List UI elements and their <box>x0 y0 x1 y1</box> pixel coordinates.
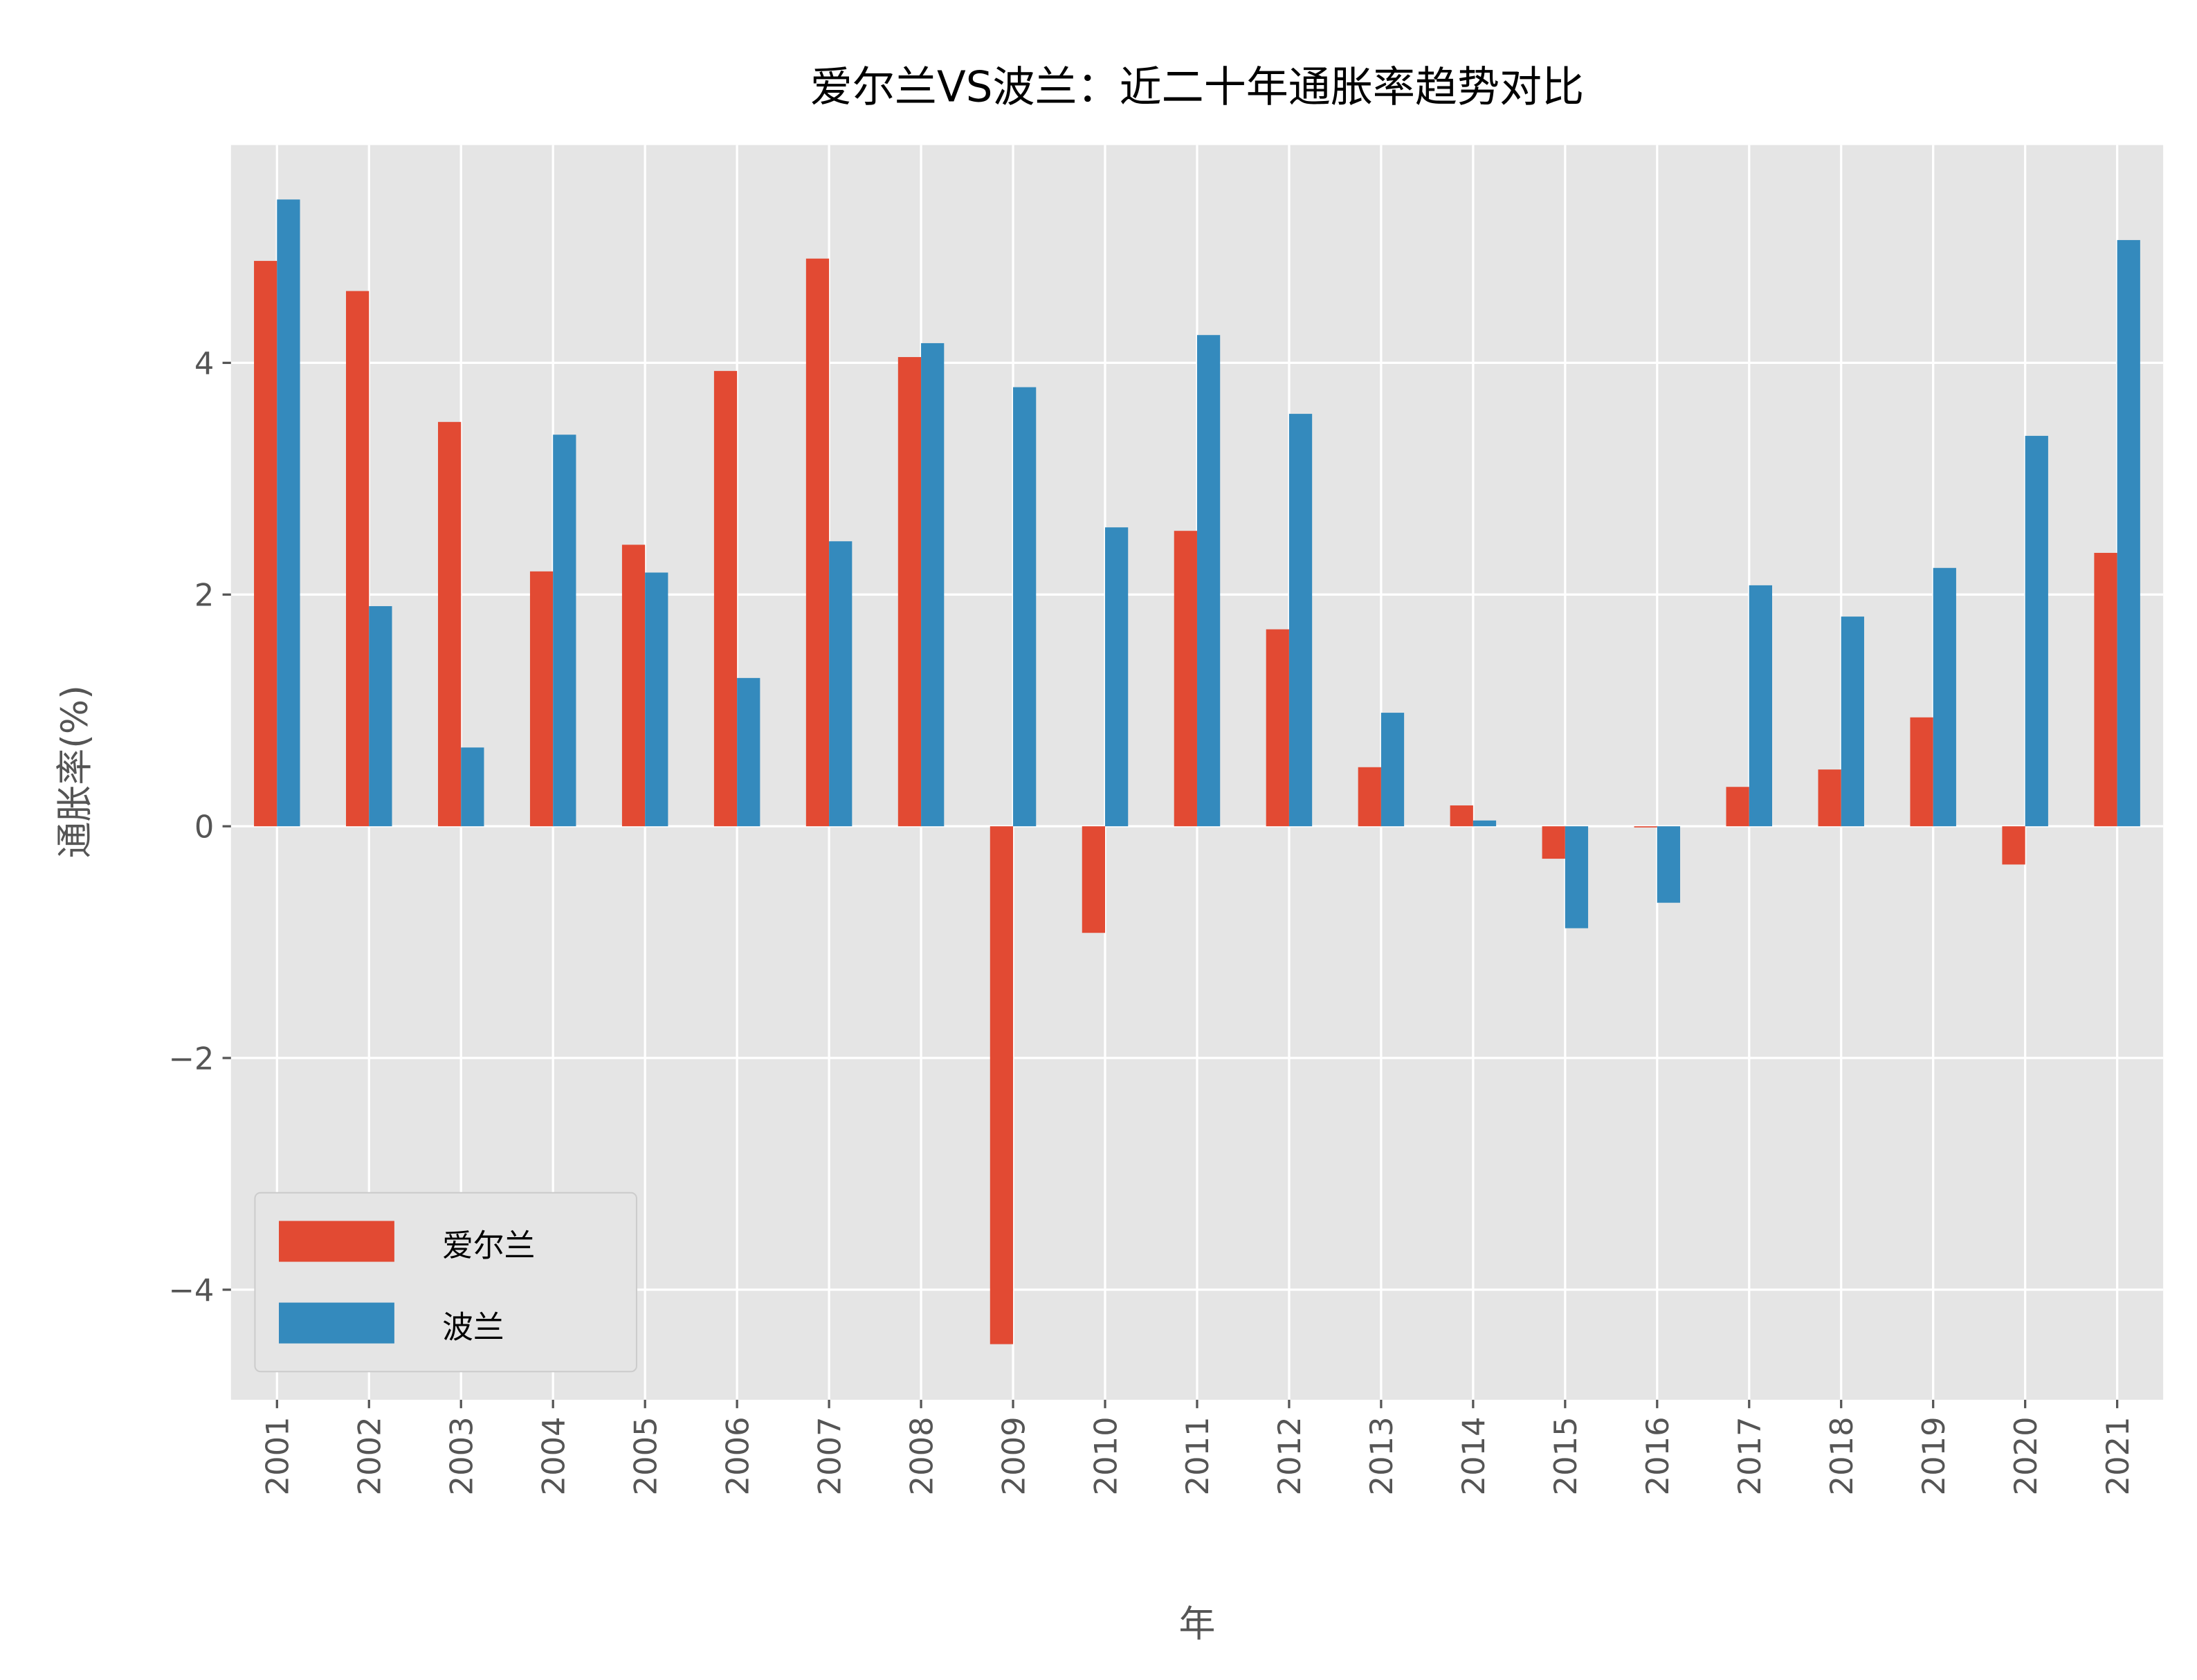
legend-label-ireland: 爱尔兰 <box>442 1227 535 1263</box>
bar-poland-2005 <box>645 572 668 827</box>
bar-poland-2016 <box>1657 826 1681 903</box>
bar-ireland-2021 <box>2094 553 2117 827</box>
bar-ireland-2002 <box>346 291 370 827</box>
bar-poland-2003 <box>461 747 484 827</box>
x-tick-label: 2019 <box>1915 1416 1952 1495</box>
bar-poland-2017 <box>1749 585 1773 827</box>
bar-poland-2014 <box>1473 820 1497 827</box>
bar-ireland-2001 <box>254 261 277 827</box>
x-tick-label: 2011 <box>1179 1416 1216 1495</box>
y-axis-label: 通胀率(%) <box>54 685 96 858</box>
x-tick-label: 2018 <box>1823 1416 1860 1495</box>
x-tick-label: 2004 <box>535 1416 572 1495</box>
x-tick-label: 2013 <box>1363 1416 1400 1495</box>
bar-poland-2013 <box>1380 713 1405 827</box>
bar-poland-2012 <box>1288 414 1313 827</box>
legend-swatch-ireland <box>279 1221 394 1262</box>
bar-poland-2001 <box>277 199 300 827</box>
bar-ireland-2003 <box>437 421 462 827</box>
y-tick-label: −4 <box>168 1272 214 1308</box>
bar-poland-2011 <box>1196 335 1221 827</box>
bar-poland-2008 <box>921 343 945 827</box>
x-tick-label: 2006 <box>719 1416 756 1495</box>
bar-poland-2015 <box>1565 826 1589 929</box>
x-tick-label: 2017 <box>1731 1416 1768 1495</box>
x-axis-label: 年 <box>1179 1603 1216 1645</box>
legend-label-poland: 波兰 <box>442 1308 504 1345</box>
y-tick-label: 0 <box>194 808 214 845</box>
x-tick-label: 2001 <box>259 1416 296 1495</box>
bar-poland-2010 <box>1104 527 1129 827</box>
x-tick-label: 2008 <box>903 1416 940 1495</box>
legend-swatch-poland <box>279 1302 394 1344</box>
bar-ireland-2019 <box>1910 717 1933 827</box>
bar-ireland-2010 <box>1082 826 1105 933</box>
chart-title: 爱尔兰VS波兰：近二十年通胀率趋势对比 <box>810 63 1584 112</box>
bar-ireland-2013 <box>1358 767 1381 827</box>
bar-ireland-2011 <box>1174 531 1197 827</box>
x-tick-label: 2007 <box>811 1416 848 1495</box>
x-tick-label: 2016 <box>1639 1416 1676 1495</box>
bar-poland-2006 <box>737 677 760 827</box>
bar-ireland-2015 <box>1542 826 1565 859</box>
bar-ireland-2004 <box>529 571 554 827</box>
bar-ireland-2006 <box>713 371 738 827</box>
y-tick-label: −2 <box>168 1040 214 1077</box>
x-tick-label: 2021 <box>2099 1416 2136 1495</box>
bar-poland-2004 <box>553 435 576 827</box>
bar-ireland-2012 <box>1266 629 1289 827</box>
legend: 爱尔兰 波兰 <box>254 1191 637 1373</box>
bar-ireland-2005 <box>621 545 646 827</box>
bar-ireland-2007 <box>805 258 830 827</box>
bar-ireland-2016 <box>1634 826 1657 828</box>
x-tick-label: 2020 <box>2007 1416 2044 1495</box>
bar-poland-2021 <box>2117 239 2140 827</box>
x-tick-label: 2014 <box>1455 1416 1492 1495</box>
x-tick-label: 2010 <box>1087 1416 1124 1495</box>
bar-poland-2019 <box>1933 567 1956 827</box>
x-tick-label: 2003 <box>444 1416 480 1495</box>
bar-ireland-2018 <box>1818 769 1841 827</box>
bar-ireland-2014 <box>1450 805 1473 827</box>
bar-ireland-2009 <box>990 826 1014 1344</box>
x-tick-label: 2005 <box>627 1416 664 1495</box>
bar-ireland-2008 <box>897 357 922 827</box>
x-tick-label: 2002 <box>352 1416 388 1495</box>
bar-poland-2018 <box>1841 617 1864 827</box>
y-tick-label: 4 <box>194 345 214 382</box>
bar-poland-2007 <box>829 541 853 827</box>
x-tick-label: 2015 <box>1547 1416 1584 1495</box>
bar-poland-2020 <box>2025 435 2048 827</box>
x-tick-label: 2012 <box>1271 1416 1308 1495</box>
y-tick-label: 2 <box>194 577 214 614</box>
x-tick-label: 2009 <box>995 1416 1032 1495</box>
bar-poland-2009 <box>1013 387 1037 827</box>
bar-poland-2002 <box>369 606 392 827</box>
bar-ireland-2020 <box>2002 826 2025 865</box>
bar-ireland-2017 <box>1726 787 1749 827</box>
